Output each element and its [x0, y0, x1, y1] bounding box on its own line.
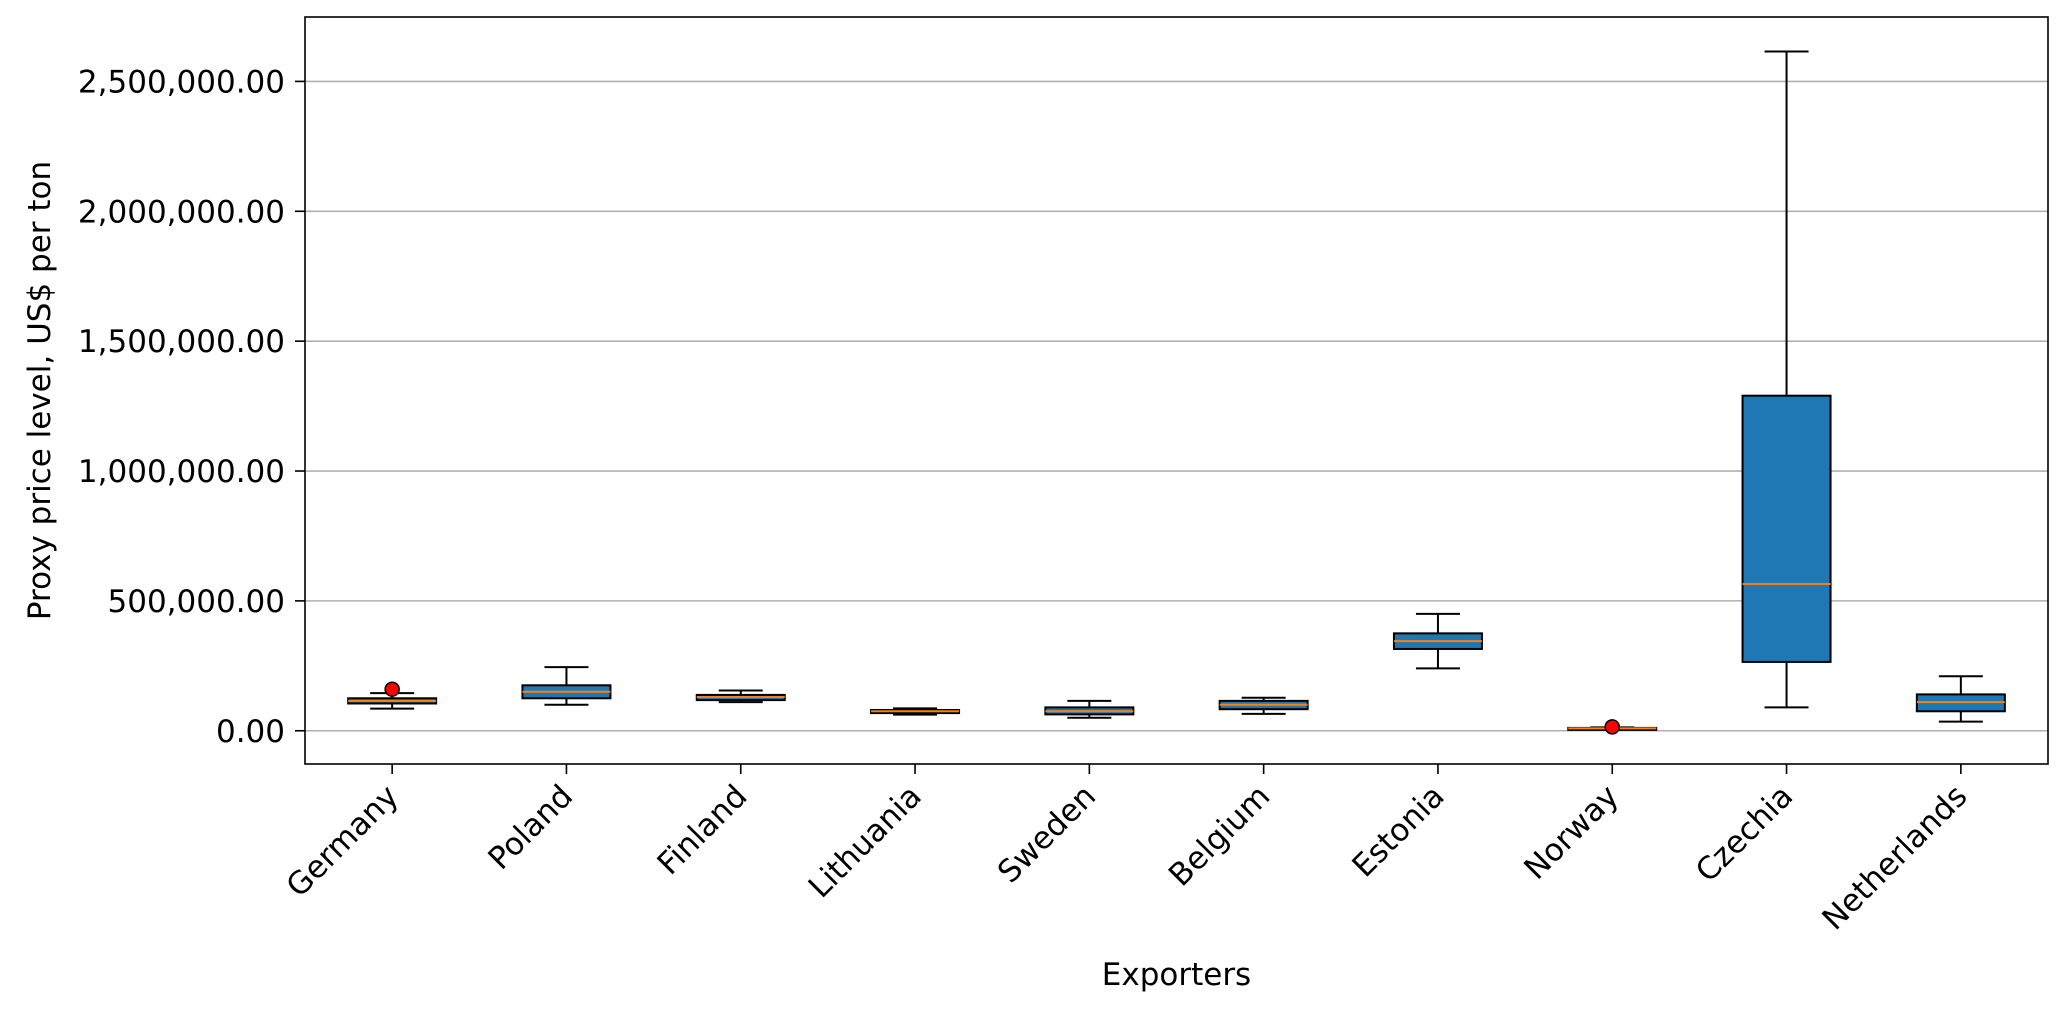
y-tick-label: 1,500,000.00 — [78, 324, 285, 360]
y-tick-label: 0.00 — [216, 714, 285, 750]
box-estonia — [1392, 612, 1483, 670]
box-poland — [521, 666, 612, 706]
x-tick-label: Lithuania — [802, 778, 929, 905]
x-tick-label: Estonia — [1345, 778, 1451, 884]
x-tick-label: Belgium — [1162, 778, 1277, 893]
y-axis-label: Proxy price level, US$ per ton — [22, 161, 58, 620]
x-tick-label: Sweden — [991, 778, 1103, 890]
x-tick-label: Poland — [481, 778, 580, 877]
x-tick-label: Czechia — [1689, 778, 1800, 889]
x-axis-label: Exporters — [1102, 957, 1251, 993]
box-finland — [695, 689, 786, 704]
y-tick-label: 2,000,000.00 — [78, 194, 285, 230]
y-tick-label: 500,000.00 — [108, 584, 286, 620]
box-lithuania — [870, 707, 961, 716]
box-netherlands — [1915, 675, 2006, 723]
outlier-point — [1604, 719, 1620, 735]
box-belgium — [1218, 696, 1309, 715]
box-czechia — [1741, 50, 1832, 709]
y-axis-ticks: 0.00 500,000.00 1,000,000.00 1,500,000.00 2,… — [78, 64, 305, 750]
outlier-point — [384, 681, 400, 697]
x-tick-label: Norway — [1517, 778, 1626, 887]
box-norway — [1567, 719, 1658, 735]
box-germany — [347, 681, 438, 710]
gridlines — [305, 80, 2048, 732]
y-tick-label: 1,000,000.00 — [78, 454, 285, 490]
y-tick-label: 2,500,000.00 — [78, 64, 285, 100]
x-tick-label: Finland — [651, 778, 755, 882]
boxes — [347, 50, 2006, 735]
x-tick-label: Germany — [280, 778, 406, 904]
iqr-box — [1741, 394, 1832, 663]
plot-frame — [304, 16, 2049, 765]
x-axis-ticks: Germany Poland Finland Lithuania Sweden Belgi… — [280, 764, 1975, 937]
box-sweden — [1044, 699, 1135, 719]
x-tick-label: Netherlands — [1815, 778, 1974, 937]
